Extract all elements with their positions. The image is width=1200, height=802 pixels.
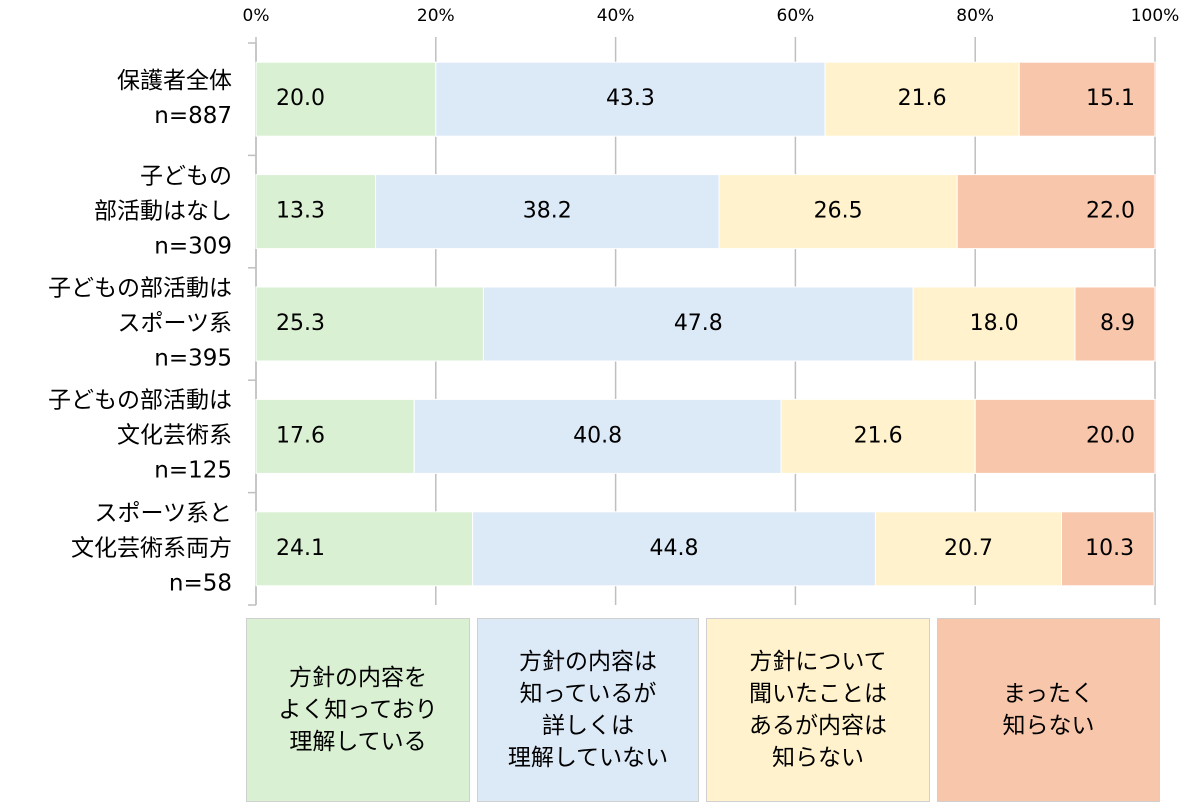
value-label: 20.0 bbox=[276, 86, 325, 111]
value-label: 8.9 bbox=[1100, 311, 1135, 336]
value-label: 43.3 bbox=[606, 86, 655, 111]
value-label: 15.1 bbox=[1086, 86, 1135, 111]
value-label: 24.1 bbox=[276, 536, 325, 561]
bar-segment bbox=[375, 174, 720, 250]
bar-segment bbox=[718, 174, 958, 250]
value-label: 13.3 bbox=[276, 199, 325, 224]
value-label: 26.5 bbox=[814, 199, 863, 224]
bar-segment bbox=[956, 174, 1156, 250]
bar-segment bbox=[255, 174, 377, 250]
x-tick-label: 0% bbox=[243, 6, 270, 26]
legend-item: まったく 知らない bbox=[937, 618, 1160, 802]
value-label: 17.6 bbox=[276, 423, 325, 448]
x-tick-label: 100% bbox=[1131, 6, 1180, 26]
value-label: 20.0 bbox=[1086, 423, 1135, 448]
y-tick-label: 子どもの 部活動はなし n=309 bbox=[94, 163, 232, 260]
bar-segment bbox=[255, 61, 437, 137]
bar-segment bbox=[912, 286, 1076, 362]
legend-item: 方針の内容は 知っているが 詳しくは 理解していない bbox=[477, 618, 699, 802]
legend-item: 方針の内容を よく知っており 理解している bbox=[246, 618, 470, 802]
value-label: 21.6 bbox=[898, 86, 947, 111]
bar-segment bbox=[255, 286, 484, 362]
value-label: 20.7 bbox=[944, 536, 993, 561]
x-tick-label: 80% bbox=[956, 6, 994, 26]
x-tick-label: 40% bbox=[597, 6, 635, 26]
y-tick-label: 子どもの部活動は スポーツ系 n=395 bbox=[48, 275, 232, 372]
value-label: 21.6 bbox=[854, 423, 903, 448]
bar-segment bbox=[824, 61, 1020, 137]
value-label: 44.8 bbox=[650, 536, 699, 561]
bar-segment bbox=[974, 398, 1156, 474]
bar-segment bbox=[1018, 61, 1156, 137]
value-label: 22.0 bbox=[1086, 199, 1135, 224]
bar-segment bbox=[255, 511, 474, 587]
bar-segment bbox=[1074, 286, 1156, 362]
value-label: 47.8 bbox=[674, 311, 723, 336]
x-tick-label: 20% bbox=[417, 6, 455, 26]
bar-segment bbox=[482, 286, 914, 362]
bar-segment bbox=[1061, 511, 1155, 587]
value-label: 38.2 bbox=[523, 199, 572, 224]
y-tick-label: 子どもの部活動は 文化芸術系 n=125 bbox=[48, 387, 232, 484]
value-label: 18.0 bbox=[970, 311, 1019, 336]
value-label: 40.8 bbox=[573, 423, 622, 448]
bar-segment bbox=[413, 398, 782, 474]
value-label: 25.3 bbox=[276, 311, 325, 336]
bar-segment bbox=[255, 398, 415, 474]
y-tick-label: スポーツ系と 文化芸術系両方 n=58 bbox=[71, 500, 232, 597]
x-tick-label: 60% bbox=[777, 6, 815, 26]
legend-item: 方針について 聞いたことは あるが内容は 知らない bbox=[706, 618, 930, 802]
value-label: 10.3 bbox=[1085, 536, 1134, 561]
bar-segment bbox=[435, 61, 826, 137]
bar-segment bbox=[472, 511, 876, 587]
y-tick-label: 保護者全体 n=887 bbox=[117, 68, 232, 130]
